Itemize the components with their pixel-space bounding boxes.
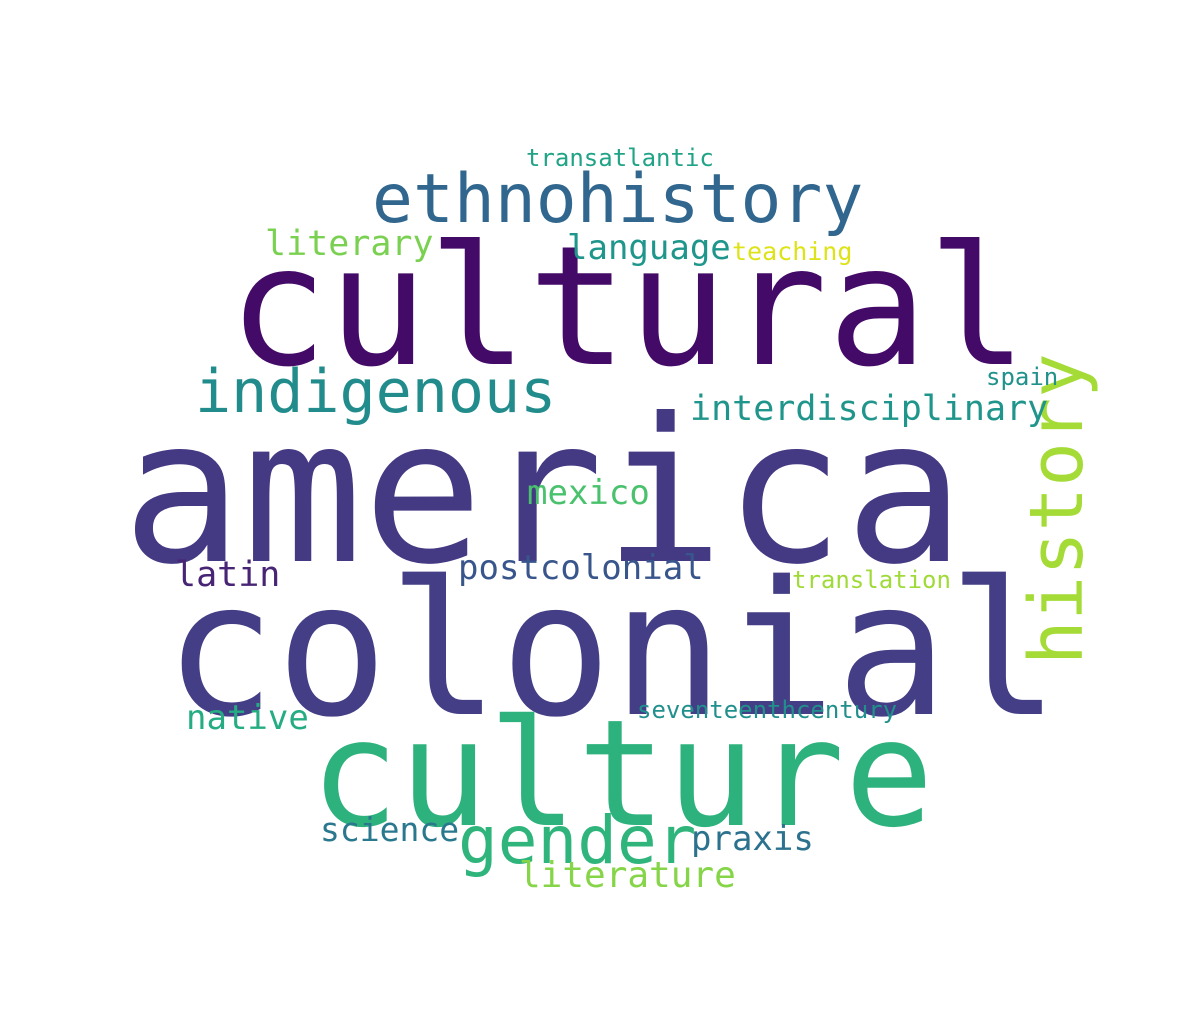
word-interdisciplinary: interdisciplinary <box>690 389 1049 429</box>
word-praxis: praxis <box>691 819 814 859</box>
word-translation: translation <box>792 566 951 594</box>
word-seventeenthcentury: seventeenthcentury <box>637 696 898 724</box>
word-gender: gender <box>458 802 697 879</box>
word-ethnohistory: ethnohistory <box>372 160 864 239</box>
word-america: america <box>122 376 965 609</box>
word-culture: culture <box>310 688 934 860</box>
word-literary: literary <box>265 224 434 264</box>
word-teaching: teaching <box>732 237 853 266</box>
word-indigenous: indigenous <box>195 357 557 427</box>
word-spain: spain <box>986 363 1059 391</box>
word-native: native <box>186 698 309 738</box>
word-language: language <box>567 228 731 268</box>
word-science: science <box>320 810 460 849</box>
word-literature: literature <box>519 855 736 896</box>
word-latin: latin <box>175 555 281 595</box>
word-postcolonial: postcolonial <box>458 548 704 588</box>
word-mexico: mexico <box>527 473 650 513</box>
word-colonial: colonial <box>164 541 1060 758</box>
word-cultural: cultural <box>228 211 1028 404</box>
word-transatlantic: transatlantic <box>526 144 714 172</box>
